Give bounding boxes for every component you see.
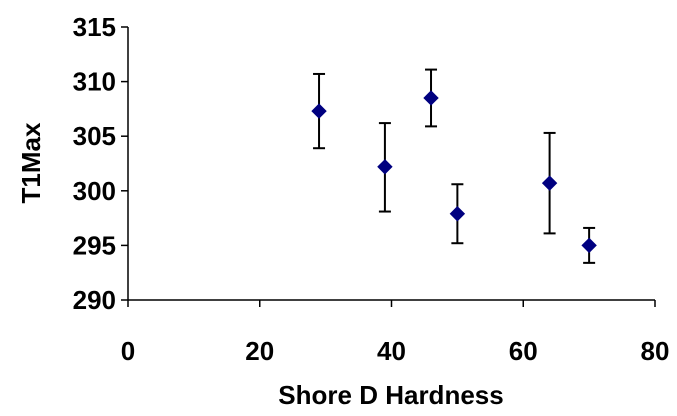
y-axis-title: T1Max [16, 122, 46, 203]
data-point-diamond [311, 103, 327, 119]
data-point-diamond [423, 90, 439, 106]
y-tick-label: 300 [73, 176, 116, 206]
y-tick-label: 295 [73, 230, 116, 260]
error-bars [313, 68, 596, 264]
data-point-diamond [449, 206, 466, 222]
x-axis-title: Shore D Hardness [278, 380, 503, 410]
data-point-diamond [581, 237, 597, 254]
y-tick-label: 310 [73, 67, 116, 97]
y-tick-label: 305 [73, 121, 116, 151]
data-points [311, 90, 597, 254]
data-point-diamond [377, 159, 393, 175]
x-tick-label: 60 [509, 336, 538, 366]
x-tick-label: 80 [641, 336, 670, 366]
x-tick-label: 20 [245, 336, 274, 366]
data-point-diamond [541, 175, 558, 191]
y-tick-label: 290 [73, 285, 116, 315]
x-tick-label: 40 [377, 336, 406, 366]
x-tick-label: 0 [121, 336, 135, 366]
y-tick-label: 315 [73, 12, 116, 42]
axes [127, 27, 655, 301]
ticks: 290 295 300 305 310 315 0 20 40 60 80 [73, 12, 670, 366]
